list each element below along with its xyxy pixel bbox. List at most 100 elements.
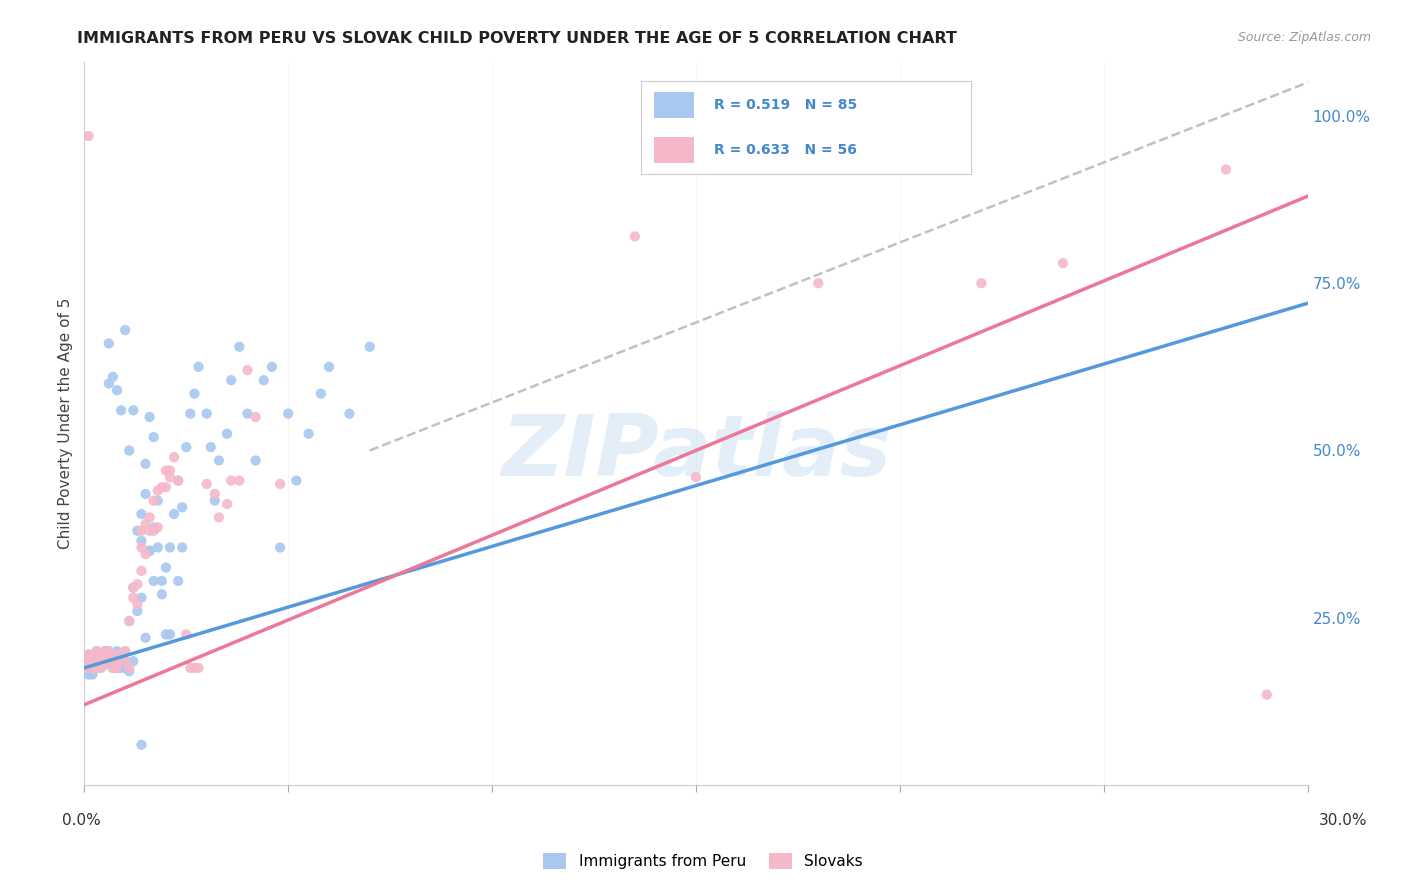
Point: [97, 654, 120, 668]
Point: [172, 541, 194, 555]
Point: [309, 386, 332, 401]
Point: [90, 654, 112, 668]
Point: [86, 654, 108, 668]
Point: [118, 443, 141, 458]
Point: [187, 359, 209, 374]
Point: [183, 661, 205, 675]
Point: [93, 644, 115, 658]
Point: [155, 560, 177, 574]
Point: [114, 661, 136, 675]
Point: [159, 627, 181, 641]
Point: [77, 661, 100, 675]
Point: [82, 651, 104, 665]
Point: [219, 474, 242, 488]
Point: [86, 661, 108, 675]
Point: [105, 654, 128, 668]
Point: [110, 648, 132, 662]
Point: [82, 654, 104, 668]
Point: [93, 651, 115, 665]
Point: [127, 524, 149, 538]
Point: [236, 363, 259, 377]
Point: [138, 510, 160, 524]
Point: [93, 657, 115, 672]
Point: [90, 661, 112, 675]
Point: [195, 476, 218, 491]
Point: [131, 541, 153, 555]
Point: [217, 426, 239, 441]
Point: [142, 574, 165, 588]
Point: [167, 474, 190, 488]
Point: [159, 541, 181, 555]
Point: [93, 657, 115, 672]
Point: [269, 476, 291, 491]
Point: [208, 510, 231, 524]
Point: [105, 661, 128, 675]
Point: [110, 654, 132, 668]
Point: [101, 369, 124, 384]
Point: [114, 644, 136, 658]
Point: [217, 497, 239, 511]
Point: [90, 654, 112, 668]
Point: [155, 627, 177, 641]
Point: [93, 654, 115, 668]
Point: [195, 407, 218, 421]
Point: [110, 654, 132, 668]
Point: [114, 654, 136, 668]
Point: [135, 516, 157, 531]
Point: [101, 661, 124, 675]
Text: 30.0%: 30.0%: [1319, 814, 1367, 828]
Point: [118, 614, 141, 628]
Point: [97, 654, 120, 668]
Point: [97, 376, 120, 391]
Point: [114, 323, 136, 337]
Point: [127, 604, 149, 618]
Point: [150, 587, 173, 601]
Point: [159, 464, 181, 478]
Point: [172, 500, 194, 515]
Point: [163, 507, 186, 521]
Point: [86, 644, 108, 658]
Point: [624, 229, 647, 244]
Point: [179, 407, 201, 421]
Point: [127, 577, 149, 591]
Point: [97, 336, 120, 351]
Point: [146, 483, 169, 498]
Point: [142, 430, 165, 444]
Text: 0.0%: 0.0%: [62, 814, 101, 828]
Point: [101, 654, 124, 668]
Point: [101, 661, 124, 675]
Point: [183, 386, 205, 401]
Point: [219, 373, 242, 387]
Point: [82, 654, 104, 668]
Point: [105, 384, 128, 398]
Point: [228, 474, 250, 488]
Point: [167, 574, 190, 588]
Point: [131, 524, 153, 538]
Point: [807, 277, 830, 291]
Point: [167, 474, 190, 488]
Point: [82, 661, 104, 675]
Point: [82, 651, 104, 665]
Point: [135, 547, 157, 561]
Point: [86, 651, 108, 665]
Point: [105, 661, 128, 675]
Point: [93, 651, 115, 665]
Point: [77, 667, 100, 681]
Point: [150, 480, 173, 494]
Point: [118, 614, 141, 628]
Point: [298, 426, 321, 441]
Point: [269, 541, 291, 555]
Point: [86, 661, 108, 675]
Point: [97, 644, 120, 658]
Point: [110, 661, 132, 675]
Point: [146, 493, 169, 508]
Point: [245, 410, 267, 425]
Point: [204, 487, 226, 501]
Point: [82, 661, 104, 675]
Point: [114, 644, 136, 658]
Point: [135, 631, 157, 645]
Point: [77, 654, 100, 668]
Point: [90, 651, 112, 665]
Point: [318, 359, 340, 374]
Point: [208, 453, 231, 467]
